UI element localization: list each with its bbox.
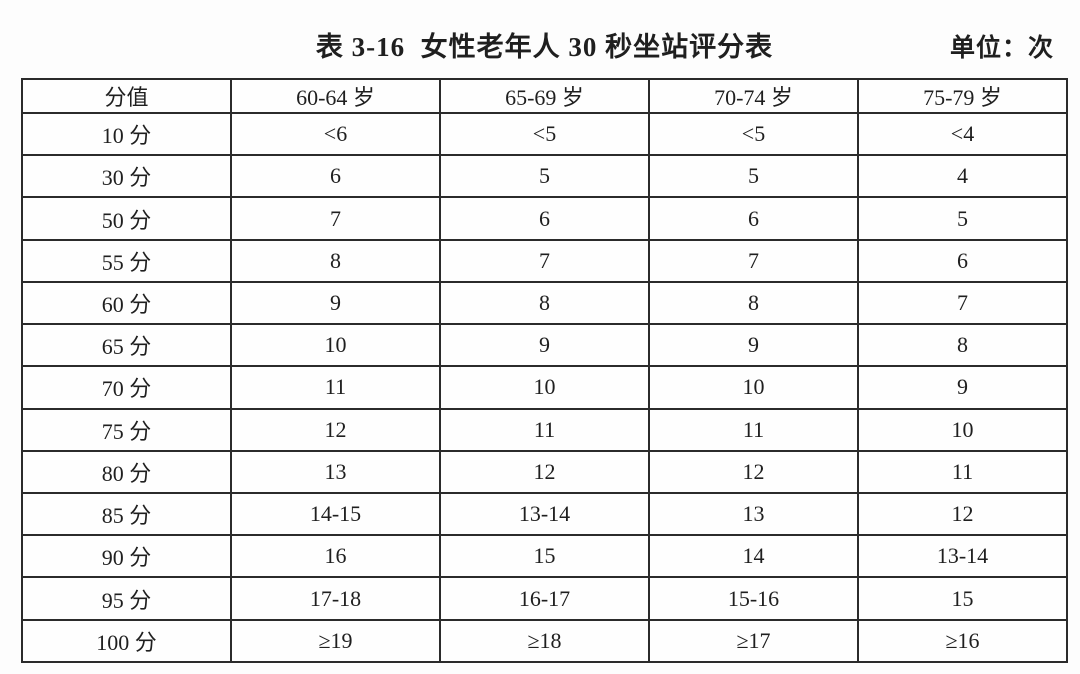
value-cell: <5 [648, 111, 859, 157]
value-cell: ≥17 [648, 618, 859, 664]
value-cell: 6 [439, 196, 650, 241]
table-header: 分值 60-64 岁 65-69 岁 70-74 岁 75-79 岁 [21, 78, 1068, 114]
value-cell: 8 [648, 280, 859, 326]
score-cell: 55 分 [21, 238, 232, 283]
value-cell: 8 [230, 238, 441, 283]
table-row: 90 分 16 15 14 13-14 [21, 534, 1068, 579]
table-row: 95 分 17-18 16-17 15-16 15 [21, 576, 1068, 621]
value-cell: 5 [439, 154, 650, 199]
value-cell: 8 [439, 280, 650, 326]
value-cell: 7 [648, 238, 859, 283]
value-cell: ≥16 [857, 618, 1068, 664]
value-cell: ≥19 [230, 618, 441, 664]
table-row: 100 分 ≥19 ≥18 ≥17 ≥16 [21, 618, 1068, 664]
table-body: 10 分 <6 <5 <5 <4 30 分 6 5 5 4 50 分 7 6 6 5 55 分 8 7 7 6 60 分… [21, 111, 1068, 664]
value-cell: ≥18 [439, 618, 650, 664]
value-cell: 16 [230, 534, 441, 579]
table-row: 10 分 <6 <5 <5 <4 [21, 111, 1068, 157]
score-cell: 60 分 [21, 280, 232, 326]
value-cell: 11 [230, 365, 441, 410]
value-cell: 6 [230, 154, 441, 199]
value-cell: 12 [439, 449, 650, 494]
value-cell: 12 [648, 449, 859, 494]
header-row: 分值 60-64 岁 65-69 岁 70-74 岁 75-79 岁 [21, 78, 1068, 114]
score-cell: 95 分 [21, 576, 232, 621]
value-cell: 13-14 [439, 491, 650, 537]
table-row: 85 分 14-15 13-14 13 12 [21, 491, 1068, 537]
table-row: 70 分 11 10 10 9 [21, 365, 1068, 410]
score-cell: 85 分 [21, 491, 232, 537]
value-cell: 9 [230, 280, 441, 326]
value-cell: 7 [857, 280, 1068, 326]
score-cell: 75 分 [21, 407, 232, 452]
value-cell: 14 [648, 534, 859, 579]
value-cell: 10 [648, 365, 859, 410]
value-cell: 4 [857, 154, 1068, 199]
value-cell: 15 [439, 534, 650, 579]
score-cell: 30 分 [21, 154, 232, 199]
unit-label: 单位：次 [949, 35, 1054, 62]
value-cell: 15 [857, 576, 1068, 621]
value-cell: 10 [439, 365, 650, 410]
value-cell: 7 [230, 196, 441, 241]
value-cell: 5 [648, 154, 859, 199]
value-cell: 12 [230, 407, 441, 452]
value-cell: 16-17 [439, 576, 650, 621]
value-cell: 11 [857, 449, 1068, 494]
score-cell: 100 分 [21, 618, 232, 664]
value-cell: 17-18 [230, 576, 441, 621]
score-cell: 90 分 [21, 534, 232, 579]
table-title: 表 3-16 女性老年人 30 秒坐站评分表 [315, 32, 774, 62]
value-cell: <6 [230, 111, 441, 157]
value-cell: 13 [230, 449, 441, 494]
value-cell: 13-14 [857, 534, 1068, 579]
table-row: 65 分 10 9 9 8 [21, 323, 1068, 368]
value-cell: <4 [857, 111, 1068, 157]
value-cell: 9 [857, 365, 1068, 410]
value-cell: 13 [648, 491, 859, 537]
table-caption-bar: 表 3-16 女性老年人 30 秒坐站评分表 单位：次 [21, 0, 1068, 76]
value-cell: 9 [648, 323, 859, 368]
score-cell: 65 分 [21, 323, 232, 368]
score-cell: 50 分 [21, 196, 232, 241]
value-cell: 7 [439, 238, 650, 283]
score-cell: 10 分 [21, 111, 232, 157]
value-cell: 9 [439, 323, 650, 368]
value-cell: 6 [648, 196, 859, 241]
value-cell: 11 [648, 407, 859, 452]
header-cell-age-65-69: 65-69 岁 [439, 78, 650, 114]
value-cell: 6 [857, 238, 1068, 283]
score-cell: 80 分 [21, 449, 232, 494]
header-cell-age-75-79: 75-79 岁 [857, 78, 1068, 114]
header-cell-score: 分值 [21, 78, 232, 114]
header-cell-age-60-64: 60-64 岁 [230, 78, 441, 114]
header-cell-age-70-74: 70-74 岁 [648, 78, 859, 114]
value-cell: <5 [439, 111, 650, 157]
value-cell: 14-15 [230, 491, 441, 537]
value-cell: 8 [857, 323, 1068, 368]
value-cell: 10 [857, 407, 1068, 452]
table-row: 75 分 12 11 11 10 [21, 407, 1068, 452]
score-table: 分值 60-64 岁 65-69 岁 70-74 岁 75-79 岁 10 分 <… [21, 78, 1068, 664]
value-cell: 10 [230, 323, 441, 368]
value-cell: 11 [439, 407, 650, 452]
value-cell: 15-16 [648, 576, 859, 621]
value-cell: 12 [857, 491, 1068, 537]
score-cell: 70 分 [21, 365, 232, 410]
table-row: 80 分 13 12 12 11 [21, 449, 1068, 494]
value-cell: 5 [857, 196, 1068, 241]
